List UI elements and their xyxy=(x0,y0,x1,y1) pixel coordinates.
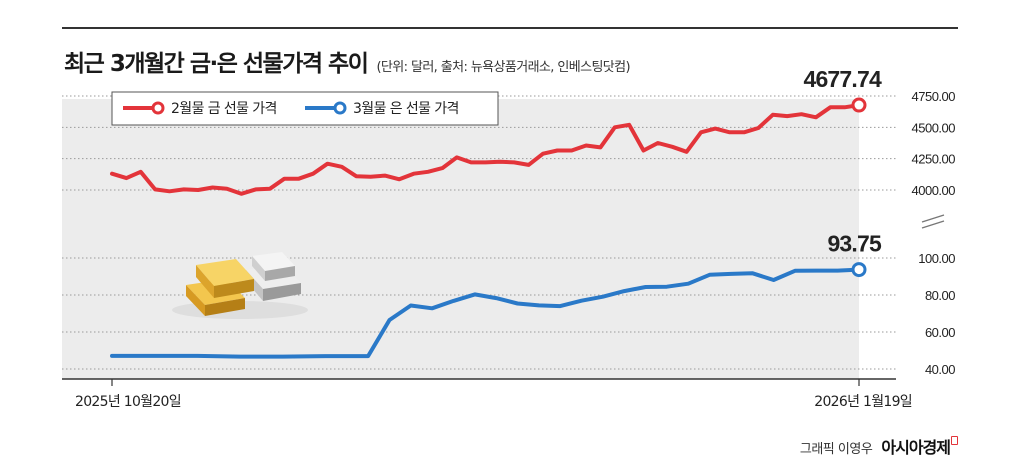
legend-marker-silver xyxy=(333,101,347,115)
silver-end-label: 93.75 xyxy=(827,231,882,257)
legend-marker-gold xyxy=(151,101,165,115)
gold-y-tick-label: 4250.00 xyxy=(912,152,956,167)
gold-y-tick-label: 4750.00 xyxy=(912,89,956,104)
legend-label-silver: 3월물 은 선물 가격 xyxy=(353,101,459,117)
silver-series-line xyxy=(110,267,861,359)
silver-y-tick-label: 100.00 xyxy=(918,251,955,266)
legend: 2월물 금 선물 가격 3월물 은 선물 가격 xyxy=(111,91,499,126)
silver-y-tick-label: 60.00 xyxy=(925,325,955,340)
legend-label-gold: 2월물 금 선물 가격 xyxy=(171,101,277,117)
x-label-start: 2025년 10월20일 xyxy=(75,394,181,410)
chart-subtitle: (단위: 달러, 출처: 뉴욕상품거래소, 인베스팅닷컴) xyxy=(376,60,630,75)
graphic-credit: 그래픽 이영우 xyxy=(799,442,873,457)
gold-end-marker xyxy=(851,97,867,113)
silver-end-marker xyxy=(851,262,867,278)
gold-series-line xyxy=(110,103,861,196)
header: 최근 3개월간 금·은 선물가격 추이 (단위: 달러, 출처: 뉴욕상품거래소… xyxy=(64,44,631,78)
gold-y-tick-label: 4000.00 xyxy=(912,183,956,198)
footer: 그래픽 이영우 아시아경제 xyxy=(800,434,958,458)
chart-title: 최근 3개월간 금·은 선물가격 추이 xyxy=(64,51,369,77)
gold-y-tick-label: 4500.00 xyxy=(912,120,956,135)
publisher-logo: 아시아경제 xyxy=(881,438,951,457)
silver-y-tick-label: 40.00 xyxy=(925,362,955,377)
gold-end-label: 4677.74 xyxy=(803,66,882,92)
gold-silver-bars-icon xyxy=(172,252,308,319)
x-label-end: 2026년 1월19일 xyxy=(814,394,912,410)
plot-panel xyxy=(62,99,859,379)
silver-y-tick-label: 80.00 xyxy=(925,288,955,303)
publisher-mark-icon xyxy=(951,436,958,445)
y-tick-labels: 4750.00 4500.00 4250.00 4000.00 100.00 80.00 6… xyxy=(912,89,956,377)
top-rule xyxy=(62,27,958,29)
axis-break-icon xyxy=(921,214,945,229)
